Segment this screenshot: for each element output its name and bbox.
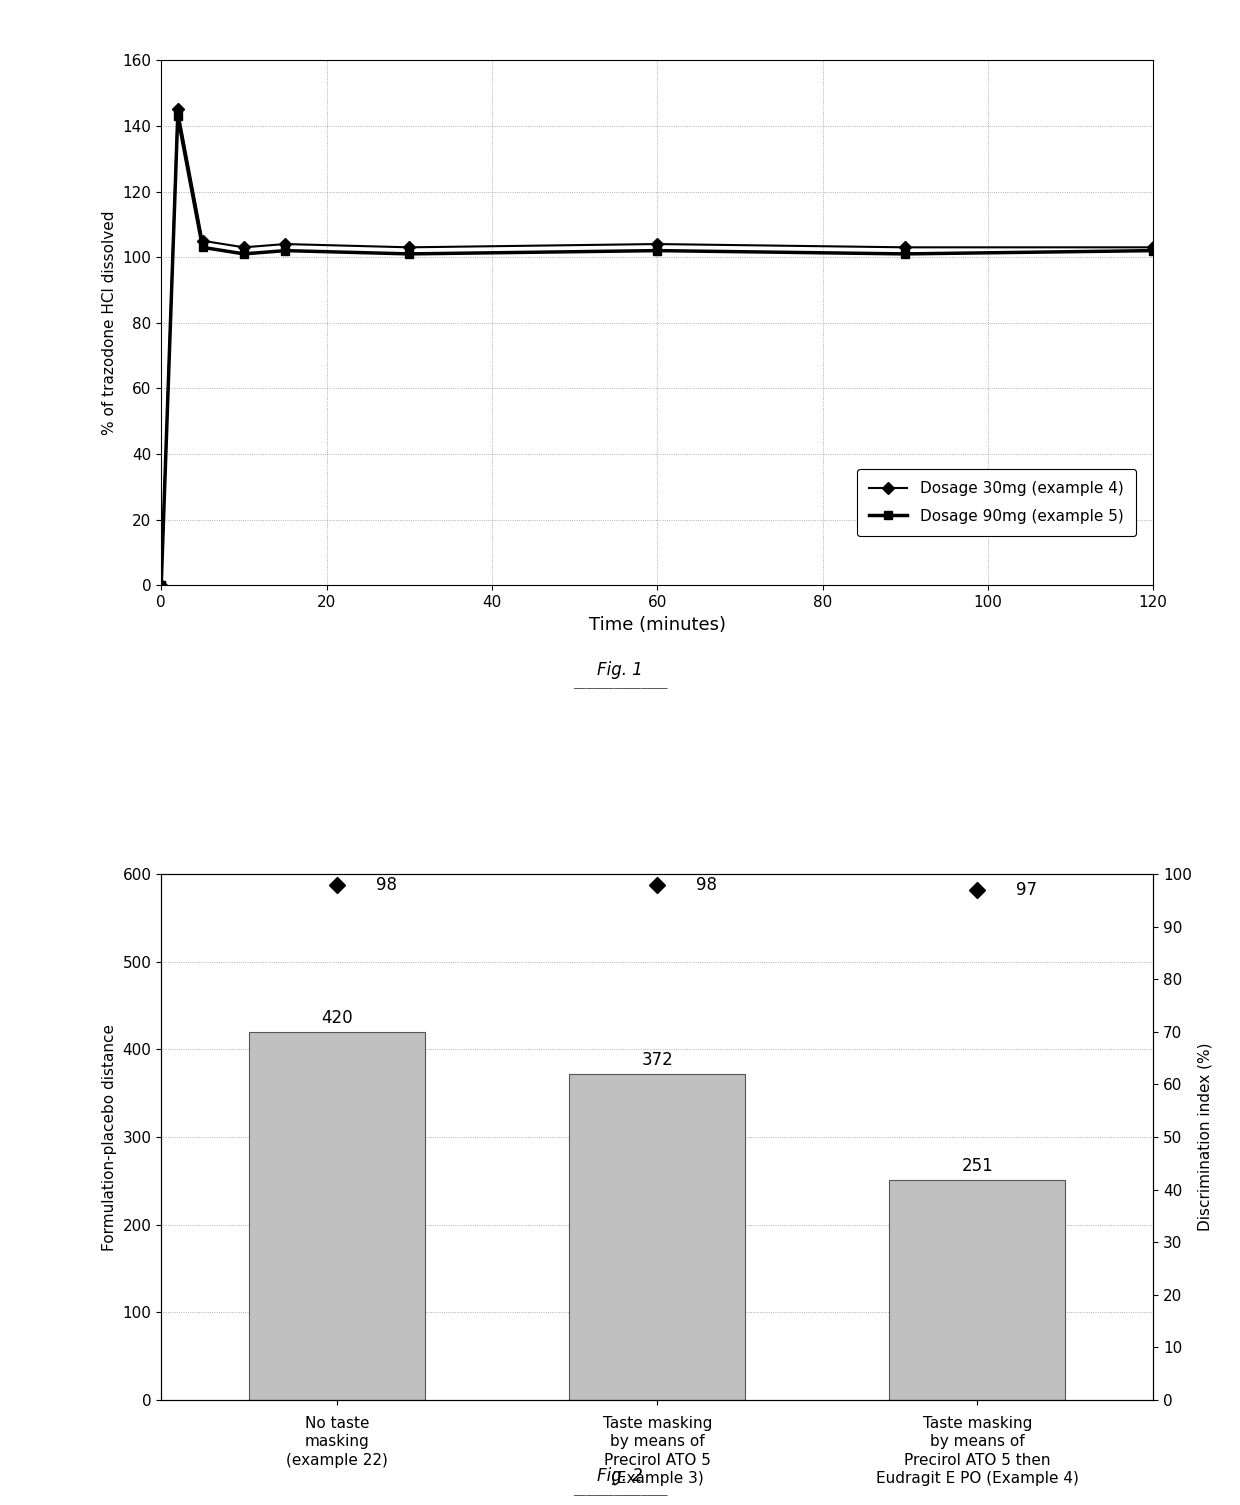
Y-axis label: % of trazodone HCl dissolved: % of trazodone HCl dissolved: [102, 211, 117, 435]
Dosage 30mg (example 4): [237, 238, 252, 256]
Legend: Dosage 30mg (example 4), Dosage 90mg (example 5): Dosage 30mg (example 4), Dosage 90mg (ex…: [857, 470, 1136, 536]
Dosage 30mg (example 4): [898, 238, 913, 256]
Dosage 90mg (example 5): [195, 238, 210, 256]
Bar: [249, 1032, 425, 1400]
Text: Fig. 1: Fig. 1: [598, 661, 642, 679]
Dosage 30mg (example 4): [650, 235, 665, 253]
X-axis label: Time (minutes): Time (minutes): [589, 616, 725, 634]
Dosage 90mg (example 5): [402, 245, 417, 263]
Text: 98: 98: [696, 876, 717, 894]
Text: 97: 97: [1016, 880, 1037, 898]
Dosage 90mg (example 5): [1146, 242, 1161, 260]
Dosage 90mg (example 5): [237, 245, 252, 263]
Dosage 90mg (example 5): [278, 242, 293, 260]
Bar: [569, 1075, 745, 1400]
Dosage 30mg (example 4): [1146, 238, 1161, 256]
Text: ──────────────: ──────────────: [573, 1490, 667, 1500]
Dosage 90mg (example 5): [898, 245, 913, 263]
Line: Dosage 30mg (example 4): Dosage 30mg (example 4): [157, 105, 1157, 590]
Dosage 90mg (example 5): [650, 242, 665, 260]
Dosage 90mg (example 5): [154, 576, 169, 594]
Dosage 30mg (example 4): [154, 576, 169, 594]
Text: 372: 372: [641, 1050, 673, 1069]
Text: ──────────────: ──────────────: [573, 683, 667, 694]
Dosage 30mg (example 4): [278, 235, 293, 253]
Dosage 30mg (example 4): [195, 232, 210, 250]
Text: Fig. 2: Fig. 2: [598, 1467, 642, 1485]
Text: 251: 251: [961, 1157, 993, 1175]
Dosage 30mg (example 4): [402, 238, 417, 256]
Dosage 90mg (example 5): [170, 107, 185, 125]
Dosage 30mg (example 4): [170, 101, 185, 119]
Bar: [889, 1180, 1065, 1400]
Y-axis label: Formulation-placebo distance: Formulation-placebo distance: [102, 1023, 117, 1251]
Text: 420: 420: [321, 1008, 353, 1026]
Line: Dosage 90mg (example 5): Dosage 90mg (example 5): [157, 111, 1157, 590]
Y-axis label: Discrimination index (%): Discrimination index (%): [1198, 1043, 1213, 1231]
Text: 98: 98: [376, 876, 397, 894]
